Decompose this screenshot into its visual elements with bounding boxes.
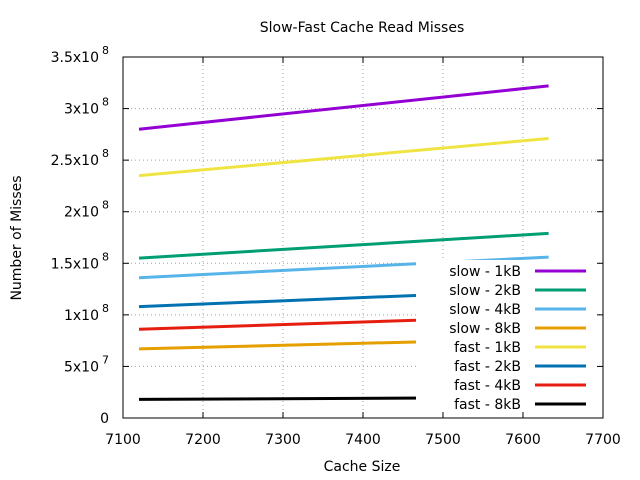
y-tick-label: 2x10 8 — [64, 199, 109, 221]
y-tick-label: 3x10 8 — [64, 96, 109, 118]
y-tick-label: 2.5x10 8 — [51, 147, 109, 169]
x-tick-label: 7500 — [425, 432, 461, 448]
x-tick-label: 7400 — [345, 432, 381, 448]
legend-label: fast - 4kB — [454, 378, 521, 394]
y-tick-label: 1.5x10 8 — [51, 250, 109, 272]
legend-label: fast - 1kB — [454, 340, 521, 356]
legend-label: fast - 2kB — [454, 359, 521, 375]
x-tick-label: 7200 — [185, 432, 221, 448]
legend-label: slow - 4kB — [449, 302, 521, 318]
legend-label: fast - 8kB — [454, 397, 521, 413]
x-tick-label: 7300 — [265, 432, 301, 448]
y-tick-label: 0 — [100, 411, 109, 427]
legend-label: slow - 2kB — [449, 283, 521, 299]
x-tick-label: 7100 — [105, 432, 141, 448]
x-axis-label: Cache Size — [324, 459, 401, 475]
x-tick-label: 7700 — [585, 432, 621, 448]
tick-labels: 7100 7200 7300 7400 7500 7600 7700 0 5x10 7 1x10 8 1… — [51, 44, 621, 448]
legend-label: slow - 1kB — [449, 264, 521, 280]
axis-ticks — [122, 56, 604, 419]
grid — [123, 57, 603, 418]
series-line-slow-2kb — [138, 231, 549, 260]
legend-background — [416, 260, 596, 416]
chart-title: Slow-Fast Cache Read Misses — [260, 20, 465, 36]
x-tick-label: 7600 — [505, 432, 541, 448]
y-axis-label: Number of Misses — [9, 175, 25, 300]
series-line-slow-1kb — [138, 84, 549, 131]
legend-label: slow - 8kB — [449, 321, 521, 337]
y-tick-label: 1x10 8 — [64, 302, 109, 324]
y-tick-label: 5x10 7 — [64, 353, 109, 375]
y-tick-label: 3.5x10 8 — [51, 44, 109, 66]
legend: slow - 1kB slow - 2kB slow - 4kB slow - 8kB… — [449, 264, 586, 413]
series-line-fast-1kb — [138, 137, 549, 178]
